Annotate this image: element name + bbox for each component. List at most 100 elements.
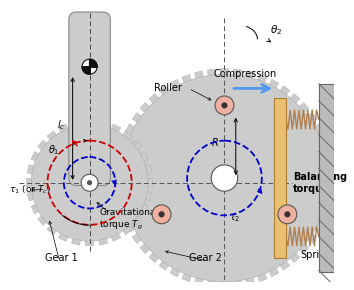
Polygon shape — [112, 124, 121, 132]
Polygon shape — [133, 140, 142, 149]
Text: Spring: Spring — [300, 250, 331, 260]
Polygon shape — [194, 71, 203, 78]
Polygon shape — [132, 113, 141, 122]
Polygon shape — [320, 135, 328, 145]
Polygon shape — [221, 282, 228, 287]
Polygon shape — [133, 216, 142, 225]
Text: $\theta_2$: $\theta_2$ — [270, 23, 282, 37]
Polygon shape — [320, 211, 328, 220]
Polygon shape — [159, 261, 169, 270]
Text: Roller: Roller — [154, 84, 182, 93]
Polygon shape — [99, 239, 108, 245]
Polygon shape — [27, 192, 34, 201]
Text: Gear 2: Gear 2 — [189, 253, 222, 263]
Polygon shape — [233, 69, 241, 75]
Polygon shape — [221, 69, 228, 74]
Polygon shape — [58, 233, 68, 241]
Polygon shape — [121, 211, 129, 220]
Polygon shape — [159, 86, 169, 95]
Text: $\theta_1$: $\theta_1$ — [48, 143, 59, 157]
Polygon shape — [149, 94, 159, 103]
Polygon shape — [38, 216, 46, 225]
Text: $\tau_1$ (or $T_c$): $\tau_1$ (or $T_c$) — [10, 183, 51, 195]
Polygon shape — [38, 140, 46, 149]
Polygon shape — [141, 204, 148, 214]
Bar — [274, 98, 286, 258]
Polygon shape — [258, 274, 267, 282]
Polygon shape — [118, 148, 125, 157]
Polygon shape — [246, 71, 255, 78]
Polygon shape — [233, 280, 241, 287]
Polygon shape — [299, 103, 309, 112]
Circle shape — [81, 174, 98, 191]
Polygon shape — [194, 278, 203, 285]
Polygon shape — [72, 239, 80, 245]
Polygon shape — [280, 261, 290, 270]
Bar — [319, 84, 334, 272]
Circle shape — [211, 165, 238, 191]
Polygon shape — [72, 120, 80, 127]
Circle shape — [222, 103, 227, 108]
Polygon shape — [99, 120, 108, 127]
Polygon shape — [115, 187, 122, 195]
Polygon shape — [58, 124, 68, 132]
Text: Balancing
torque: Balancing torque — [293, 172, 347, 193]
Polygon shape — [290, 253, 300, 262]
Polygon shape — [115, 161, 122, 169]
Circle shape — [152, 205, 171, 224]
Polygon shape — [141, 152, 148, 161]
Polygon shape — [123, 131, 132, 139]
Polygon shape — [327, 187, 333, 195]
Text: $R$: $R$ — [211, 136, 219, 148]
Polygon shape — [324, 199, 332, 208]
Circle shape — [82, 59, 97, 74]
Text: Compression: Compression — [213, 69, 277, 79]
Polygon shape — [314, 223, 323, 232]
Wedge shape — [82, 67, 90, 74]
Text: Gear 1: Gear 1 — [45, 253, 78, 263]
Circle shape — [278, 205, 297, 224]
Polygon shape — [308, 113, 317, 122]
Polygon shape — [27, 164, 34, 174]
Polygon shape — [328, 174, 334, 182]
Circle shape — [88, 181, 91, 185]
Polygon shape — [31, 152, 39, 161]
Text: Link: Link — [81, 14, 102, 24]
Polygon shape — [299, 244, 309, 253]
Polygon shape — [149, 253, 159, 262]
Polygon shape — [324, 148, 332, 157]
Polygon shape — [258, 74, 267, 82]
Polygon shape — [126, 124, 135, 133]
Polygon shape — [170, 268, 179, 277]
Text: $l_c$: $l_c$ — [57, 118, 65, 132]
Polygon shape — [47, 226, 56, 235]
Text: $\tau_2$: $\tau_2$ — [229, 212, 241, 224]
Polygon shape — [269, 79, 279, 88]
Polygon shape — [182, 74, 191, 82]
Polygon shape — [85, 120, 94, 124]
Circle shape — [121, 74, 328, 282]
Polygon shape — [314, 124, 323, 133]
Circle shape — [31, 124, 148, 241]
Polygon shape — [327, 161, 333, 169]
Polygon shape — [269, 268, 279, 277]
FancyBboxPatch shape — [69, 12, 110, 186]
Polygon shape — [140, 244, 149, 253]
Polygon shape — [170, 79, 179, 88]
Wedge shape — [90, 59, 97, 67]
Polygon shape — [121, 135, 129, 145]
Polygon shape — [123, 226, 132, 235]
Polygon shape — [126, 223, 135, 232]
Polygon shape — [140, 103, 149, 112]
Polygon shape — [118, 199, 125, 208]
Polygon shape — [308, 234, 317, 243]
Circle shape — [215, 96, 234, 115]
Polygon shape — [290, 94, 300, 103]
Polygon shape — [207, 280, 216, 287]
Polygon shape — [85, 241, 94, 246]
Polygon shape — [182, 274, 191, 282]
Polygon shape — [148, 178, 153, 187]
Polygon shape — [145, 192, 152, 201]
Polygon shape — [115, 174, 121, 182]
Polygon shape — [246, 278, 255, 285]
